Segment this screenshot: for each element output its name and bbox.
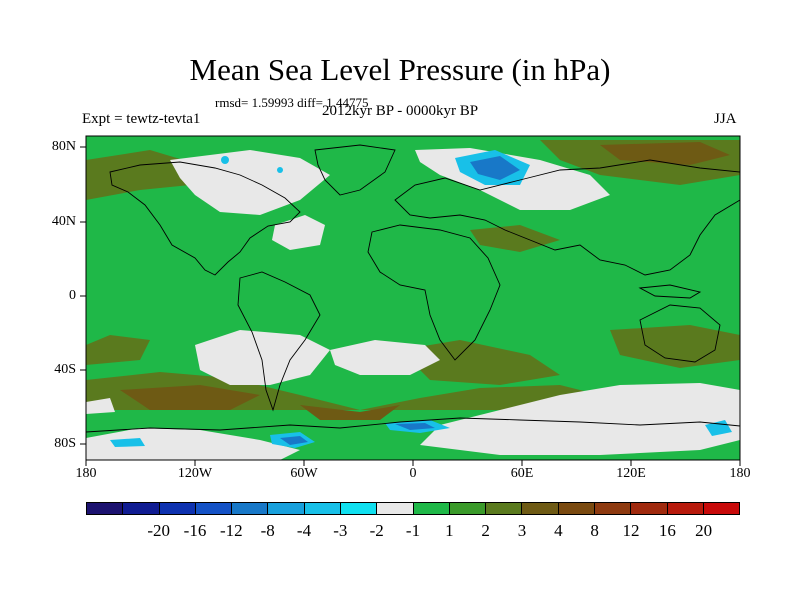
colorbar-swatch xyxy=(123,503,160,514)
colorbar-label: -1 xyxy=(405,521,421,540)
colorbar-label: 2 xyxy=(481,521,490,540)
map-title: Mean Sea Level Pressure (in hPa) xyxy=(189,52,611,87)
colorbar-label: -3 xyxy=(333,521,348,540)
lat-tick-label: 80S xyxy=(54,436,76,451)
colorbar-swatch xyxy=(631,503,668,514)
lon-tick-label: 180 xyxy=(729,466,751,481)
colorbar-swatch xyxy=(486,503,523,514)
colorbar-swatch xyxy=(377,503,414,514)
colorbar-swatch xyxy=(268,503,305,514)
colorbar xyxy=(86,502,740,515)
colorbar-label: 16 xyxy=(658,521,676,540)
colorbar-swatch xyxy=(558,503,595,514)
lat-tick-label: 80N xyxy=(51,139,76,154)
colorbar-label: 12 xyxy=(622,521,640,540)
lat-tick-label: 40N xyxy=(51,214,76,229)
season-label: JJA xyxy=(714,111,737,127)
colorbar-label: -4 xyxy=(296,521,312,540)
colorbar-swatch xyxy=(667,503,704,514)
lon-tick-label: 60W xyxy=(290,466,318,481)
colorbar-swatch xyxy=(87,503,124,514)
lat-tick-label: 40S xyxy=(54,362,76,377)
colorbar-label: -2 xyxy=(369,521,384,540)
lon-tick-label: 120W xyxy=(177,466,213,481)
colorbar-swatch xyxy=(159,503,196,514)
colorbar-swatch xyxy=(703,503,740,514)
lon-tick-label: 180 xyxy=(75,466,97,481)
colorbar-label: -8 xyxy=(260,521,275,540)
colorbar-swatch xyxy=(522,503,559,514)
lon-tick-label: 60E xyxy=(510,466,534,481)
stats-label: rmsd= 1.59993 diff= 1.44775 xyxy=(215,95,369,110)
experiment-label: Expt = tewtz-tevta1 xyxy=(82,111,201,127)
colorbar-label: 3 xyxy=(517,521,527,540)
strong-positive-anomaly-regions xyxy=(120,142,730,420)
colorbar-label: 8 xyxy=(590,521,599,540)
lat-tick-label: 0 xyxy=(69,288,76,303)
lon-tick-label: 120E xyxy=(616,466,646,481)
colorbar-swatch xyxy=(594,503,632,514)
colorbar-label: -20 xyxy=(147,521,170,540)
negative-anomaly-regions xyxy=(110,150,732,448)
coastlines xyxy=(85,144,741,433)
colorbar-label: 20 xyxy=(695,521,713,540)
colorbar-swatch xyxy=(304,503,341,514)
colorbar-swatch xyxy=(232,503,269,514)
colorbar-swatch xyxy=(449,503,487,514)
colorbar-label: -12 xyxy=(219,521,243,540)
colorbar-swatch xyxy=(195,503,233,514)
axis-ticks xyxy=(80,146,741,466)
colorbar-swatch xyxy=(340,503,378,514)
lon-tick-label: 0 xyxy=(409,466,417,481)
period-label: 2012kyr BP - 0000kyr BP xyxy=(322,103,479,119)
colorbar-label: 4 xyxy=(554,521,563,540)
colorbar-label: -16 xyxy=(183,521,207,540)
colorbar-swatch xyxy=(413,503,450,514)
colorbar-label: 1 xyxy=(445,521,454,540)
